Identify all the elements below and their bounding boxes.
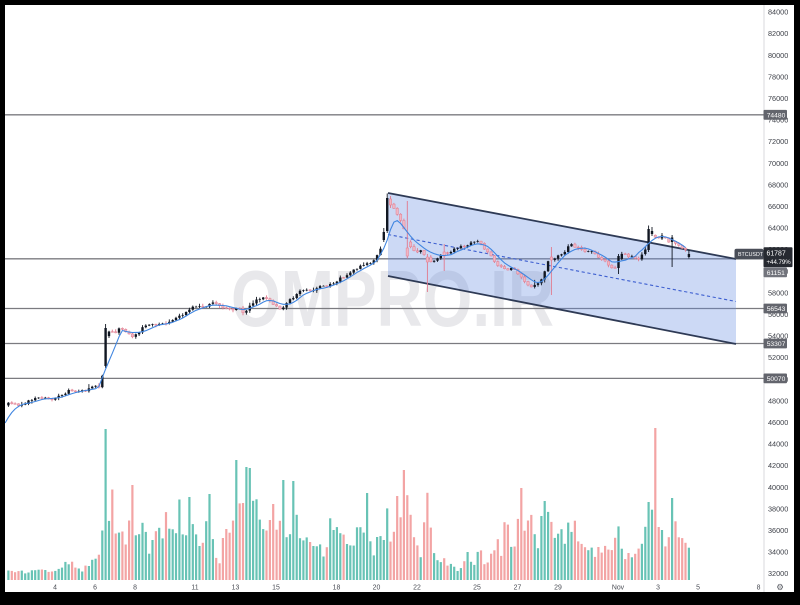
svg-text:68000: 68000 — [768, 180, 788, 189]
svg-text:22: 22 — [413, 585, 421, 592]
svg-text:8: 8 — [757, 585, 761, 592]
svg-text:46000: 46000 — [768, 418, 788, 427]
svg-text:74480: 74480 — [767, 112, 786, 119]
svg-text:Nov: Nov — [612, 585, 625, 592]
svg-text:29: 29 — [554, 585, 562, 592]
svg-text:50070: 50070 — [767, 376, 786, 383]
svg-text:48000: 48000 — [768, 396, 788, 405]
svg-text:34000: 34000 — [768, 548, 788, 557]
svg-text:54000: 54000 — [768, 332, 788, 341]
svg-text:44000: 44000 — [768, 440, 788, 449]
svg-text:11: 11 — [191, 585, 198, 592]
svg-text:+44.79%: +44.79% — [767, 259, 792, 266]
svg-text:56543: 56543 — [767, 306, 786, 313]
svg-text:78000: 78000 — [768, 72, 788, 81]
svg-text:20: 20 — [373, 585, 381, 592]
svg-text:27: 27 — [514, 585, 522, 592]
svg-text:42000: 42000 — [768, 461, 788, 470]
svg-text:53307: 53307 — [767, 341, 786, 348]
svg-text:58000: 58000 — [768, 288, 788, 297]
svg-text:74000: 74000 — [768, 116, 788, 125]
svg-text:40000: 40000 — [768, 483, 788, 492]
svg-text:82000: 82000 — [768, 29, 788, 38]
svg-text:70000: 70000 — [768, 159, 788, 168]
svg-text:BTCUSDT: BTCUSDT — [738, 252, 764, 258]
svg-text:18: 18 — [333, 585, 341, 592]
svg-text:8: 8 — [133, 585, 137, 592]
svg-text:⚙: ⚙ — [776, 582, 784, 592]
svg-text:6: 6 — [93, 585, 97, 592]
svg-text:72000: 72000 — [768, 137, 788, 146]
svg-text:80000: 80000 — [768, 51, 788, 60]
svg-text:5: 5 — [696, 585, 700, 592]
svg-text:25: 25 — [473, 585, 481, 592]
svg-text:61151: 61151 — [767, 270, 785, 277]
svg-text:61787: 61787 — [767, 251, 786, 258]
svg-text:52000: 52000 — [768, 353, 788, 362]
svg-text:56000: 56000 — [768, 310, 788, 319]
svg-text:36000: 36000 — [768, 526, 788, 535]
svg-text:15: 15 — [272, 585, 280, 592]
svg-text:3: 3 — [656, 585, 660, 592]
svg-text:76000: 76000 — [768, 94, 788, 103]
svg-text:38000: 38000 — [768, 504, 788, 513]
svg-text:66000: 66000 — [768, 202, 788, 211]
svg-text:32000: 32000 — [768, 569, 788, 578]
svg-text:84000: 84000 — [768, 8, 788, 17]
svg-text:64000: 64000 — [768, 224, 788, 233]
svg-text:13: 13 — [232, 585, 240, 592]
svg-text:4: 4 — [53, 585, 57, 592]
